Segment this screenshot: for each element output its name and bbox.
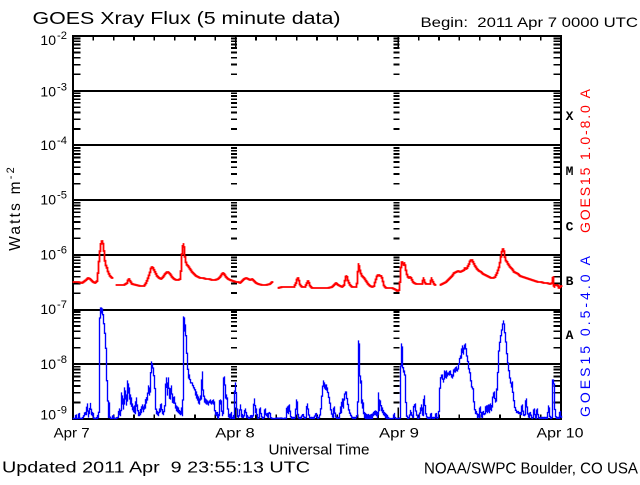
svg-text:-7: -7 bbox=[57, 299, 67, 311]
svg-text:X: X bbox=[566, 109, 574, 124]
svg-text:A: A bbox=[566, 328, 574, 343]
svg-text:-8: -8 bbox=[57, 354, 67, 366]
svg-text:Universal Time: Universal Time bbox=[269, 443, 370, 459]
svg-text:NOAA/SWPC Boulder, CO USA: NOAA/SWPC Boulder, CO USA bbox=[424, 461, 639, 478]
svg-text:-4: -4 bbox=[57, 135, 67, 147]
svg-text:Watts m-2: Watts m-2 bbox=[5, 165, 24, 251]
svg-text:-6: -6 bbox=[57, 244, 67, 256]
svg-text:10: 10 bbox=[40, 84, 56, 100]
svg-text:10: 10 bbox=[40, 407, 56, 423]
svg-text:10: 10 bbox=[40, 32, 56, 48]
svg-text:Apr 7: Apr 7 bbox=[54, 425, 90, 441]
svg-text:10: 10 bbox=[40, 246, 56, 262]
svg-text:GOES Xray Flux (5 minute data): GOES Xray Flux (5 minute data) bbox=[33, 8, 341, 28]
svg-text:Updated 2011 Apr 9 23:55:13 U: Updated 2011 Apr 9 23:55:13 UTC bbox=[2, 460, 310, 477]
svg-text:10: 10 bbox=[40, 356, 56, 372]
svg-text:B: B bbox=[566, 274, 574, 289]
svg-text:10: 10 bbox=[40, 137, 56, 153]
svg-text:Begin: 2011 Apr 7 0000 UTC: Begin: 2011 Apr 7 0000 UTC bbox=[421, 14, 639, 30]
svg-text:M: M bbox=[566, 164, 574, 179]
svg-text:-3: -3 bbox=[57, 82, 67, 94]
svg-text:GOES15 0.5-4.0 A: GOES15 0.5-4.0 A bbox=[577, 255, 593, 417]
svg-text:-2: -2 bbox=[57, 30, 67, 42]
svg-text:Apr 10: Apr 10 bbox=[537, 425, 584, 441]
svg-text:10: 10 bbox=[40, 192, 56, 208]
svg-text:-9: -9 bbox=[57, 405, 67, 417]
svg-text:GOES15 1.0-8.0 A: GOES15 1.0-8.0 A bbox=[577, 88, 593, 233]
svg-text:Apr 9: Apr 9 bbox=[379, 425, 419, 441]
svg-text:10: 10 bbox=[40, 301, 56, 317]
svg-text:Apr 8: Apr 8 bbox=[215, 425, 255, 441]
svg-text:C: C bbox=[566, 220, 574, 235]
svg-text:-5: -5 bbox=[57, 190, 67, 202]
